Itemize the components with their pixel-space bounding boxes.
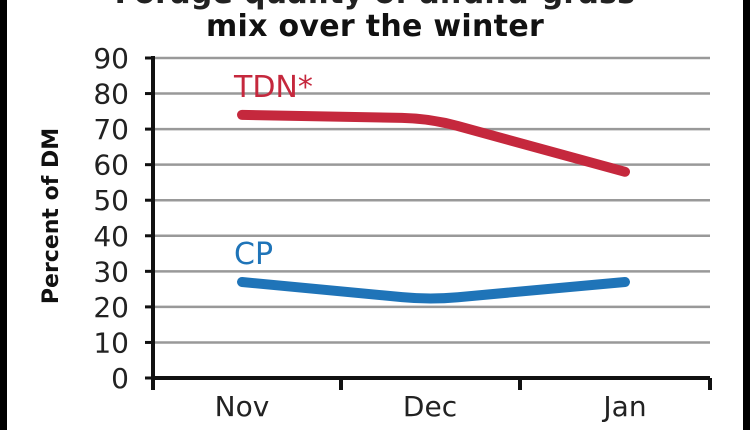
series-lines: TDN* CP <box>233 70 630 304</box>
x-tick-label-nov: Nov <box>215 390 270 423</box>
chart-title-line-1: Forage quality of alfalfa-grass <box>0 0 750 11</box>
y-tick-label-50: 50 <box>93 184 129 217</box>
y-tick-label-10: 10 <box>93 326 129 359</box>
y-tick-label-30: 30 <box>93 255 129 288</box>
y-axis-label: Percent of DM <box>39 128 64 304</box>
y-tick-label-80: 80 <box>93 78 129 111</box>
chart-title-line-2: mix over the winter <box>205 9 545 44</box>
y-tick-label-90: 90 <box>93 42 129 75</box>
axes <box>145 56 712 390</box>
y-tick-label-20: 20 <box>93 291 129 324</box>
series-label-tdn: TDN* <box>233 70 313 105</box>
y-tick-label-70: 70 <box>93 113 129 146</box>
y-tick-label-0: 0 <box>111 362 129 395</box>
series-line-tdn <box>237 109 630 177</box>
series-label-cp: CP <box>234 237 273 272</box>
y-tick-label-60: 60 <box>93 149 129 182</box>
x-tick-label-jan: Jan <box>601 390 646 423</box>
y-tick-label-40: 40 <box>93 220 129 253</box>
series-line-cp <box>237 277 630 304</box>
x-tick-label-dec: Dec <box>403 390 457 423</box>
x-tick-labels: Nov Dec Jan <box>215 390 647 423</box>
